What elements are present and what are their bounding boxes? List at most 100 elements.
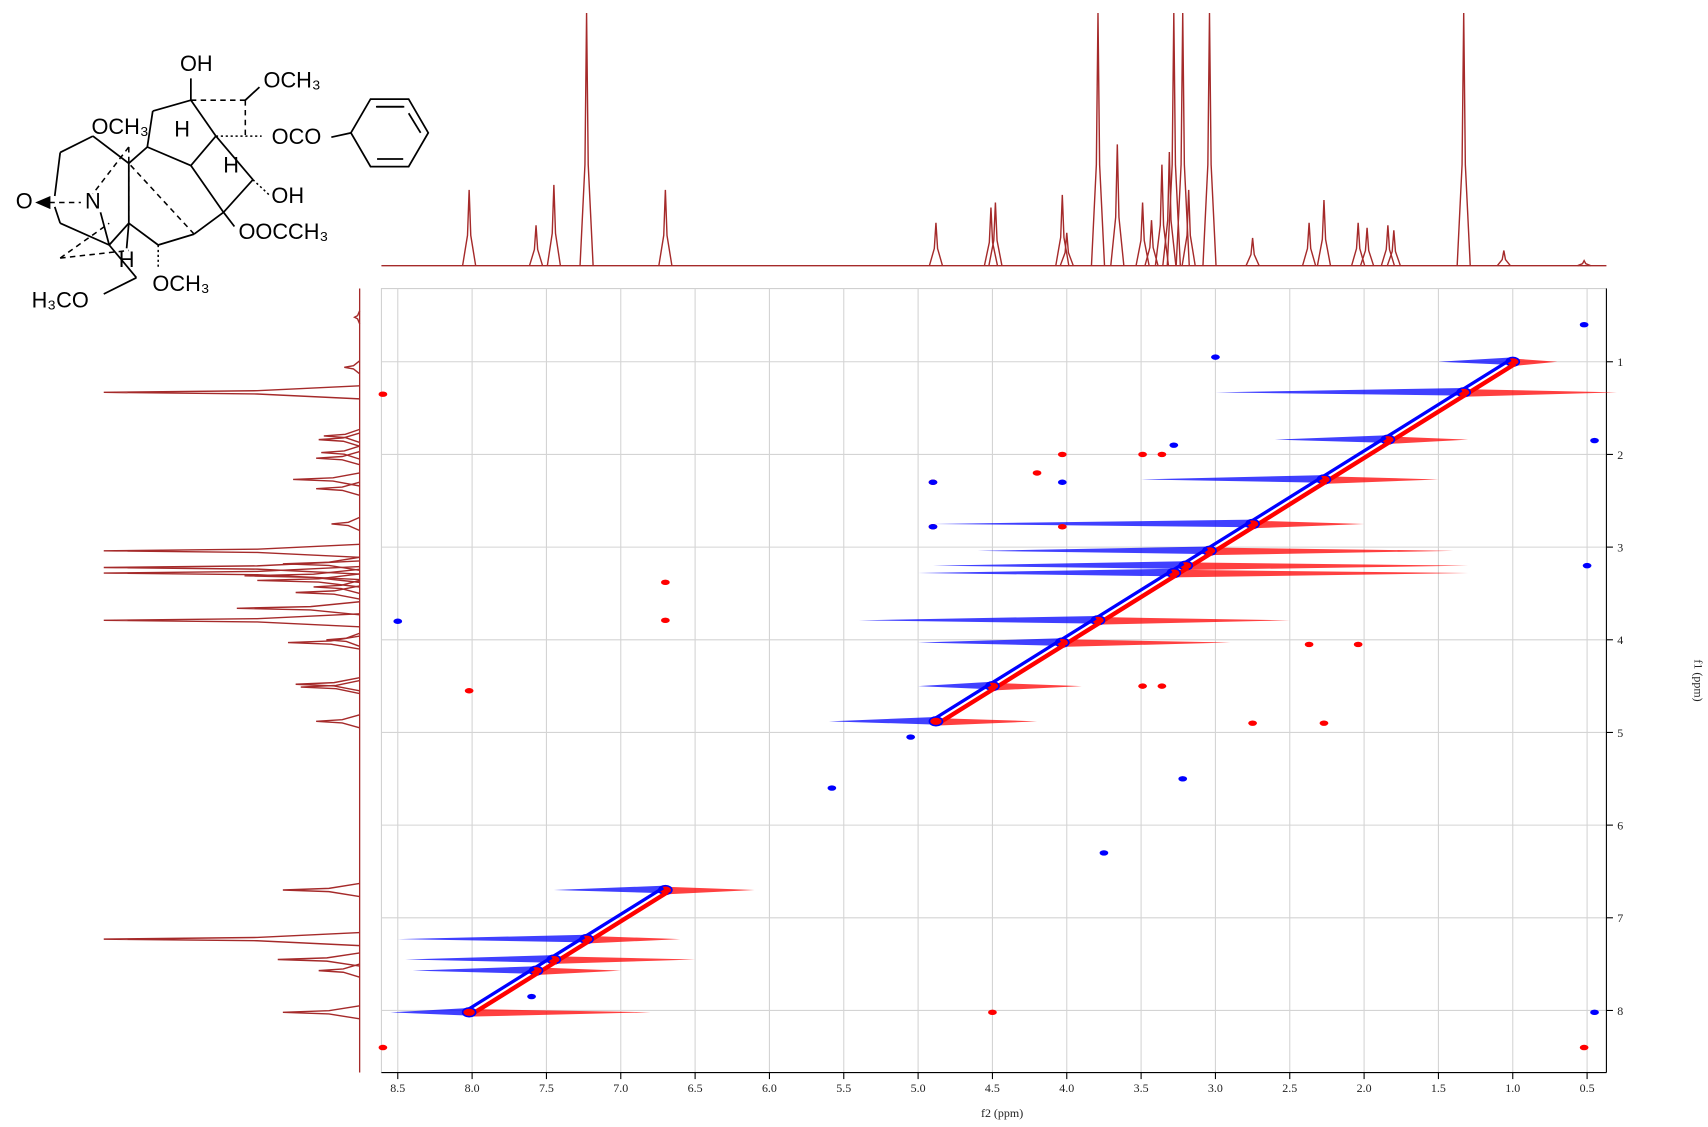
positive-streak — [1173, 569, 1469, 578]
projection-peak — [103, 385, 360, 400]
projection-peak — [983, 207, 999, 266]
projection-peak — [257, 573, 360, 588]
y-tick-label: 4 — [1617, 633, 1623, 647]
cross-peak — [661, 617, 670, 624]
projection-peak — [321, 445, 360, 460]
diagonal-positive — [1253, 479, 1328, 528]
bond — [222, 179, 254, 213]
x-axis-label: f2 (ppm) — [981, 1106, 1023, 1120]
negative-streak — [932, 561, 1186, 569]
projection-peak — [103, 543, 360, 559]
bond — [222, 211, 236, 228]
projection-peak — [236, 601, 360, 616]
projection-peak — [528, 225, 544, 266]
bond — [407, 112, 422, 134]
bond — [53, 152, 62, 197]
projection-peak — [1110, 144, 1125, 266]
negative-streak — [405, 955, 554, 963]
cross-peak — [1582, 562, 1592, 569]
projection-peak — [331, 516, 360, 532]
projection-peak — [326, 632, 360, 647]
cross-peak — [988, 1009, 997, 1016]
y-tick-label: 1 — [1617, 355, 1623, 369]
cross-peak — [1353, 641, 1363, 648]
x-tick-label: 5.5 — [836, 1081, 851, 1095]
diagonal-positive — [1099, 573, 1178, 625]
cross-peak — [661, 579, 670, 586]
projection-peak — [988, 202, 1003, 266]
arrow-head — [35, 196, 51, 210]
projection-peak — [1245, 237, 1260, 266]
negative-streak — [1438, 357, 1513, 366]
cross-peak — [464, 688, 474, 694]
x-tick-label: 8.0 — [465, 1081, 480, 1095]
diagonal-negative — [1320, 436, 1387, 479]
projection-peak — [1181, 189, 1196, 266]
projection-peak — [1350, 222, 1366, 266]
projection-peak — [103, 613, 360, 628]
negative-streak — [828, 716, 936, 725]
diagonal-negative — [1249, 475, 1323, 524]
diagonal-positive — [1210, 524, 1256, 555]
bond — [190, 99, 217, 137]
y-tick-label: 5 — [1617, 726, 1623, 740]
x-tick-label: 4.0 — [1059, 1081, 1074, 1095]
negative-streak — [1215, 387, 1464, 396]
x-tick-label: 4.5 — [985, 1081, 1000, 1095]
negative-streak — [858, 615, 1098, 624]
projection-peak — [323, 428, 360, 444]
positive-streak — [553, 956, 696, 964]
cross-peak — [1319, 720, 1329, 726]
cross-peak — [1248, 720, 1257, 726]
x-tick-label: 1.5 — [1431, 1081, 1446, 1095]
atom-label: OCH₃ — [91, 114, 148, 139]
projection-peak — [1059, 232, 1074, 266]
positive-streak — [935, 718, 1038, 726]
diagonal-negative — [989, 638, 1061, 686]
positive-streak — [536, 967, 621, 975]
projection-peak — [295, 677, 360, 692]
diagonal-positive — [1063, 620, 1102, 647]
x-tick-label: 5.0 — [911, 1081, 926, 1095]
y-tick-label: 8 — [1617, 1004, 1623, 1018]
bond — [53, 206, 62, 224]
bond — [190, 135, 217, 167]
projection-peak — [928, 222, 944, 266]
atom-label: N — [85, 188, 101, 213]
projection-peak — [1090, 13, 1106, 266]
diagonal-positive — [554, 939, 590, 964]
diagonal-negative — [1460, 358, 1512, 392]
y-tick-label: 6 — [1617, 818, 1623, 832]
cross-peak — [1138, 451, 1147, 458]
chemical-structure: OH OCH₃ OCH₃ H OCO H OH O N OOCCH₃ H OCH… — [16, 51, 430, 312]
cross-peak — [1590, 437, 1599, 444]
cross-peak — [1579, 1044, 1589, 1051]
cross-peak — [1032, 470, 1042, 476]
diagonal-positive — [587, 890, 669, 944]
positive-streak — [1097, 617, 1290, 625]
diagonal-negative — [932, 682, 992, 721]
bond — [128, 162, 195, 235]
diagonal-positive — [470, 970, 540, 1017]
bond — [252, 179, 271, 197]
cross-peak — [1138, 683, 1147, 689]
x-tick-label: 1.0 — [1505, 1081, 1520, 1095]
atom-label: O — [16, 188, 33, 213]
y-axis-label: f1 (ppm) — [1692, 659, 1706, 701]
projection-peak — [282, 1005, 360, 1020]
projection-peak — [1144, 220, 1159, 266]
bond — [108, 222, 130, 246]
diagonal-peak — [928, 716, 944, 727]
diagonal-positive — [936, 686, 996, 726]
diagonal-negative — [1206, 520, 1252, 551]
atom-label: OH — [180, 51, 213, 76]
positive-streak — [1062, 639, 1231, 647]
y-tick-label: 7 — [1617, 911, 1623, 925]
projection-peak — [1162, 151, 1177, 266]
positive-streak — [1387, 436, 1469, 444]
bond — [152, 99, 192, 112]
projection-peak — [344, 360, 361, 375]
cross-peak — [1157, 683, 1167, 689]
projection-peak — [1055, 194, 1070, 266]
positive-streak — [992, 682, 1082, 691]
